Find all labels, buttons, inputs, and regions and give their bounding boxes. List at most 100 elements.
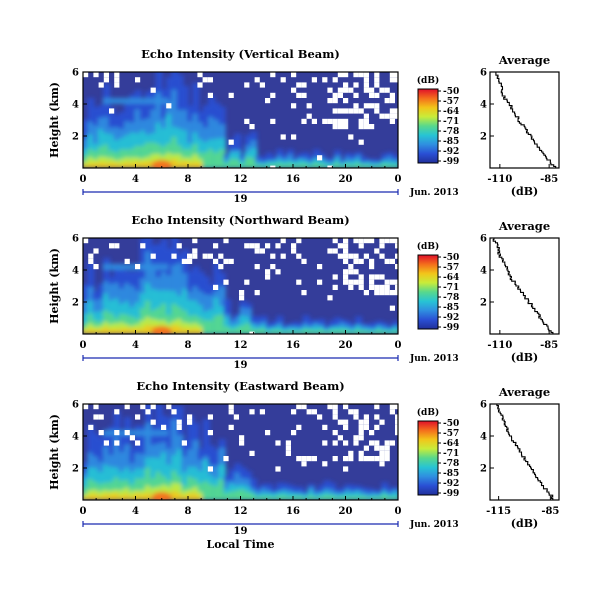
y-tick-label: 4 [72, 266, 79, 277]
no-data-cell [358, 430, 364, 436]
no-data-cell [389, 118, 395, 124]
no-data-cell [384, 290, 390, 296]
colorbar-tick-label: -85 [443, 469, 459, 479]
echo-cell [218, 479, 226, 500]
echo-cell [192, 162, 200, 168]
no-data-cell [176, 243, 182, 249]
no-data-cell [218, 264, 224, 270]
x-tick-label: 20 [339, 174, 353, 185]
no-data-cell [322, 440, 328, 446]
echo-cell [103, 464, 111, 500]
no-data-cell [249, 243, 255, 249]
heatmap-field [83, 238, 398, 334]
no-data-cell [296, 456, 302, 462]
no-data-cell [291, 87, 297, 93]
echo-cell [124, 162, 132, 168]
no-data-cell [150, 419, 156, 425]
no-data-cell [317, 279, 323, 285]
echo-cell [171, 136, 179, 168]
no-data-cell [93, 72, 99, 78]
echo-cell [344, 329, 352, 334]
no-data-cell [379, 253, 385, 259]
no-data-cell [358, 424, 364, 430]
x-tick-label: 16 [286, 506, 300, 517]
no-data-cell [145, 409, 151, 415]
echo-cell [276, 495, 284, 500]
echo-cell [118, 322, 126, 334]
echo-cell [124, 494, 132, 500]
no-data-cell [389, 113, 395, 119]
no-data-cell [259, 82, 265, 88]
x-tick-label: 20 [339, 506, 353, 517]
x-tick-label: 4 [132, 506, 139, 517]
no-data-cell [291, 72, 297, 78]
no-data-cell [223, 238, 229, 244]
echo-cell [334, 496, 342, 500]
no-data-cell [348, 284, 354, 290]
echo-cell [83, 330, 90, 334]
no-data-cell [389, 290, 395, 296]
no-data-cell [311, 77, 317, 83]
no-data-cell [88, 424, 94, 430]
no-data-cell [363, 238, 369, 244]
no-data-cell [395, 419, 398, 425]
no-data-cell [353, 253, 359, 259]
no-data-cell [374, 92, 380, 98]
no-data-cell [374, 77, 380, 83]
echo-cell [166, 290, 174, 334]
echo-cell [87, 323, 95, 334]
no-data-cell [379, 243, 385, 249]
echo-cell [260, 495, 268, 500]
no-data-cell [197, 72, 203, 78]
no-data-cell [275, 466, 281, 472]
no-data-cell [207, 414, 213, 420]
no-data-cell [124, 404, 130, 410]
echo-cell [318, 496, 326, 500]
average-y-tick-label: 2 [480, 464, 487, 475]
no-data-cell [270, 165, 276, 168]
echo-cell [260, 165, 268, 168]
echo-cell [134, 162, 142, 168]
no-data-cell [93, 404, 99, 410]
no-data-cell [343, 440, 349, 446]
echo-cell [166, 486, 174, 500]
no-data-cell [374, 290, 380, 296]
no-data-cell [223, 258, 229, 264]
echo-cell [281, 331, 289, 334]
echo-cell [307, 165, 315, 168]
echo-cell [218, 149, 226, 168]
no-data-cell [343, 466, 349, 472]
echo-cell [250, 493, 258, 500]
echo-cell [176, 493, 184, 500]
no-data-cell [343, 258, 349, 264]
colorbar-tick-label: -50 [443, 419, 459, 429]
average-x-label: (dB) [511, 185, 538, 198]
no-data-cell [369, 284, 375, 290]
echo-cell [187, 493, 195, 500]
no-data-cell [311, 456, 317, 462]
echo-cell [118, 149, 126, 168]
no-data-cell [140, 243, 146, 249]
echo-cell [197, 329, 205, 334]
no-data-cell [197, 82, 203, 88]
no-data-cell [296, 404, 302, 410]
echo-cell [234, 159, 242, 168]
no-data-cell [343, 72, 349, 78]
no-data-cell [389, 72, 395, 78]
no-data-cell [379, 461, 385, 467]
no-data-cell [301, 92, 307, 98]
average-y-tick-label: 2 [480, 298, 487, 309]
echo-cell [97, 495, 105, 500]
no-data-cell [317, 155, 323, 161]
x-tick-label: 4 [132, 340, 139, 351]
y-tick-label: 6 [72, 400, 79, 411]
no-data-cell [343, 118, 349, 124]
no-data-cell [306, 409, 312, 415]
no-data-cell [369, 87, 375, 93]
echo-cell [129, 162, 137, 168]
no-data-cell [280, 238, 286, 244]
no-data-cell [363, 124, 369, 130]
no-data-cell [369, 440, 375, 446]
no-data-cell [337, 419, 343, 425]
y-axis-label: Height (km) [48, 82, 61, 158]
